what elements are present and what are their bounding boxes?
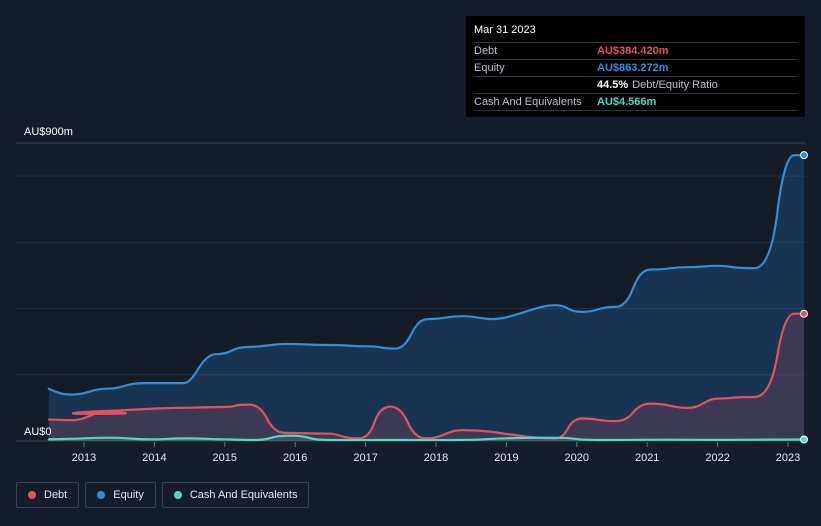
legend-item-cash[interactable]: Cash And Equivalents [161,482,310,508]
legend-equity-label: Equity [113,489,144,501]
line-equity [47,154,806,396]
endpoint-debt [800,309,808,318]
legend-item-equity[interactable]: Equity [85,482,156,508]
tooltip-panel: Mar 31 2023 Debt AU$384.420m Equity AU$8… [466,16,805,117]
debt-dot-icon [28,491,36,499]
legend-debt-label: Debt [44,489,68,501]
y-axis-bottom-label: AU$0 [24,426,52,438]
x-tick-label: 2022 [705,452,729,464]
legend-cash-label: Cash And Equivalents [189,489,298,501]
x-tick-label: 2019 [494,452,518,464]
x-tick-label: 2014 [142,452,166,464]
x-tick-label: 2023 [776,452,800,464]
equity-dot-icon [97,491,106,499]
x-axis-ticks: 2013 2014 2015 2016 2017 2018 2019 2020 2021 2022… [72,442,800,464]
tooltip-row-equity: Equity AU$863.272m [474,59,797,76]
x-tick-label: 2013 [72,452,96,464]
legend: Debt Equity Cash And Equivalents [16,482,310,508]
endpoint-cash-and-equivalents [800,435,808,444]
area-debt [48,313,805,441]
tooltip-equity-value: AU$863.272m [597,62,669,74]
tooltip-date: Mar 31 2023 [474,24,536,36]
x-tick-label: 2018 [424,452,448,464]
x-tick-label: 2016 [283,452,307,464]
x-tick-label: 2017 [353,452,377,464]
tooltip-ratio-value: 44.5% [597,79,629,91]
endpoint-equity [800,151,808,160]
tooltip-equity-label: Equity [474,62,505,74]
cash-dot-icon [173,491,182,499]
tooltip-cash-label: Cash And Equivalents [474,96,582,108]
area-equity [48,155,805,441]
series-endpoints [800,151,808,444]
tooltip-row-cash: Cash And Equivalents AU$4.566m [474,93,797,111]
tooltip-ratio-label: Debt/Equity Ratio [632,79,718,91]
tooltip-cash-value: AU$4.566m [597,96,657,108]
legend-item-debt[interactable]: Debt [16,482,80,508]
line-debt [47,312,806,440]
tooltip-debt-label: Debt [474,45,498,57]
x-tick-label: 2015 [213,452,237,464]
tooltip-debt-value: AU$384.420m [597,45,669,57]
chart-plot-background [16,143,805,443]
x-tick-label: 2020 [565,452,589,464]
x-tick-label: 2021 [635,452,659,464]
tooltip-row-ratio: 44.5% Debt/Equity Ratio [474,76,797,93]
tooltip-row-debt: Debt AU$384.420m [474,42,797,59]
y-axis-top-label: AU$900m [24,126,73,138]
gridlines [16,142,805,442]
line-cash-and-equivalents [47,434,806,442]
series-lines [47,154,806,442]
